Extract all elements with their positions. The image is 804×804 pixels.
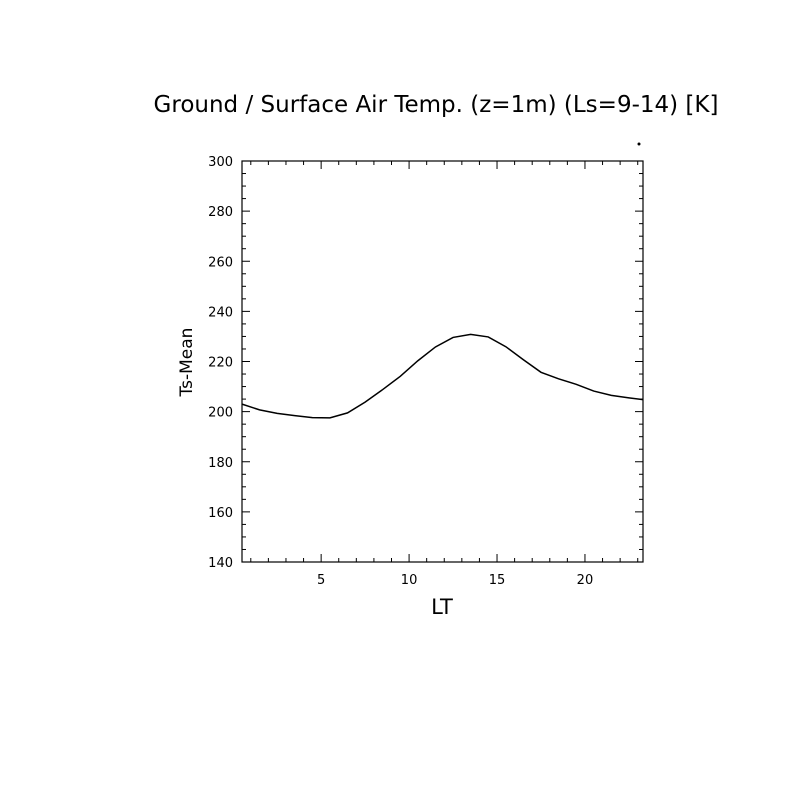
y-tick-label: 200 [208,406,233,421]
series-line [241,333,644,419]
y-tick-label: 240 [208,305,233,320]
plot-frame [241,160,644,563]
y-axis-label: Ts-Mean [177,328,197,398]
x-tick-label: 15 [489,573,506,588]
chart-title: Ground / Surface Air Temp. (z=1m) (Ls=9-… [154,92,719,118]
x-tick-label: 20 [577,573,594,588]
y-tick-label: 180 [208,456,233,471]
y-tick-label: 260 [208,255,233,270]
x-tick-label: 5 [317,573,325,588]
corner-dot [637,142,641,146]
x-axis-label: LT [431,595,453,619]
y-tick-label: 300 [208,155,233,170]
y-tick-label: 220 [208,356,233,371]
y-tick-label: 140 [208,556,233,571]
axis-ticks [242,160,643,563]
y-tick-label: 160 [208,506,233,521]
y-tick-label: 280 [208,205,233,220]
tick-labels: 140 160 180 200 220 240 260 280 300 5 10 15 20 [208,155,593,588]
x-tick-label: 10 [401,573,418,588]
